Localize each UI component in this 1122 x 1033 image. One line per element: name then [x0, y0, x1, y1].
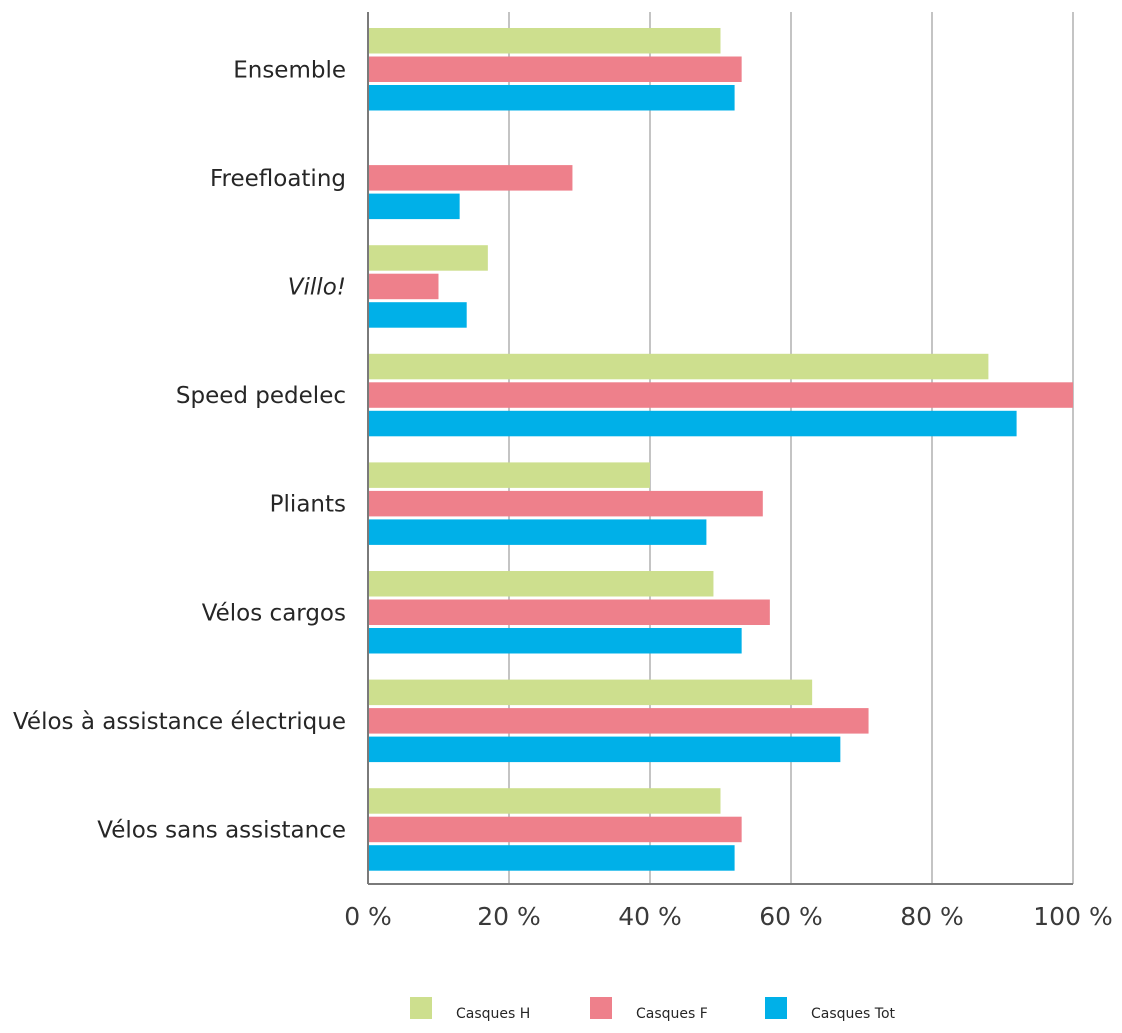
bars: [368, 28, 1073, 871]
bar-velos-cargos-casques-tot: [368, 628, 742, 654]
bar-pliants-casques-f: [368, 490, 763, 517]
category-label-ensemble: Ensemble: [233, 57, 346, 83]
axes: [367, 12, 1073, 885]
category-label-pliants: Pliants: [270, 492, 346, 518]
bar-villo-casques-h: [368, 245, 488, 271]
bar-freefloating-casques-tot: [368, 193, 460, 220]
bar-velos-a-assistance-electrique-casques-tot: [368, 736, 841, 763]
x-tick-label-40: 40 %: [618, 902, 682, 931]
x-tick-labels: 0 % 20 % 40 % 60 % 80 % 100 %: [344, 902, 1113, 931]
bar-pliants-casques-tot: [368, 519, 707, 545]
category-labels: Ensemble Freefloating Villo! Speed pedelec P…: [13, 57, 346, 843]
legend: Casques H Casques F Casques Tot: [410, 997, 896, 1022]
bar-velos-sans-assistance-casques-f: [368, 816, 742, 843]
bar-freefloating-casques-f: [368, 165, 573, 191]
x-tick-label-80: 80 %: [900, 902, 964, 931]
bar-velos-sans-assistance-casques-h: [368, 788, 721, 814]
legend-label-casques-tot: Casques Tot: [811, 1006, 896, 1022]
legend-swatch-casques-f: [590, 997, 612, 1019]
bar-ensemble-casques-tot: [368, 85, 735, 111]
bar-villo-casques-f: [368, 273, 439, 300]
legend-swatch-casques-tot: [765, 997, 787, 1019]
bar-pliants-casques-h: [368, 462, 650, 488]
legend-label-casques-f: Casques F: [636, 1006, 708, 1022]
legend-swatch-casques-h: [410, 997, 432, 1019]
category-label-velos-sans-assistance: Vélos sans assistance: [97, 817, 346, 843]
bar-speed-pedelec-casques-h: [368, 353, 989, 380]
category-label-freefloating: Freefloating: [210, 166, 346, 192]
bar-velos-cargos-casques-h: [368, 571, 714, 597]
bar-ensemble-casques-h: [368, 28, 721, 54]
bar-villo-casques-tot: [368, 302, 467, 328]
bar-velos-a-assistance-electrique-casques-f: [368, 708, 869, 734]
legend-label-casques-h: Casques H: [456, 1006, 530, 1022]
bar-velos-sans-assistance-casques-tot: [368, 845, 735, 871]
x-tick-label-20: 20 %: [477, 902, 541, 931]
bar-velos-cargos-casques-f: [368, 599, 770, 625]
x-tick-label-60: 60 %: [759, 902, 823, 931]
category-label-velos-a-assistance-electrique: Vélos à assistance électrique: [13, 709, 346, 735]
category-label-villo: Villo!: [288, 274, 346, 300]
x-tick-label-0: 0 %: [344, 902, 392, 931]
category-label-speed-pedelec: Speed pedelec: [176, 383, 346, 409]
bar-speed-pedelec-casques-tot: [368, 410, 1017, 437]
bar-velos-a-assistance-electrique-casques-h: [368, 679, 813, 706]
x-tick-label-100: 100 %: [1033, 902, 1112, 931]
bar-ensemble-casques-f: [368, 56, 742, 82]
bar-speed-pedelec-casques-f: [368, 382, 1073, 408]
category-label-velos-cargos: Vélos cargos: [202, 600, 346, 626]
